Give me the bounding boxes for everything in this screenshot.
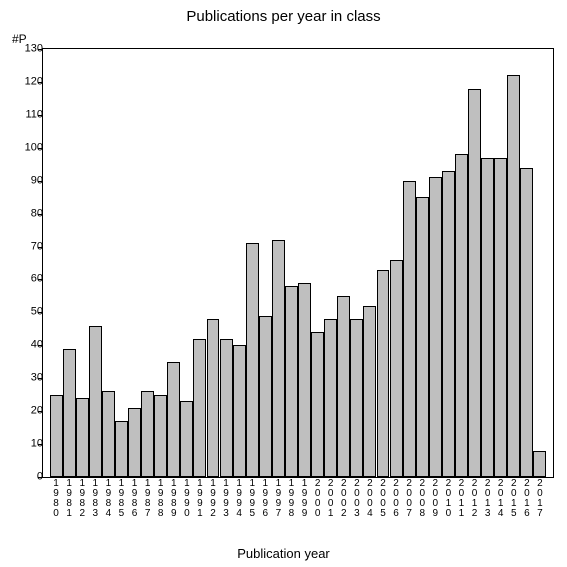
chart-container: Publications per year in class #P 010203… xyxy=(0,0,567,567)
y-tick-mark xyxy=(38,411,43,412)
x-tick-label: 2014 xyxy=(497,479,505,519)
bar xyxy=(337,296,350,477)
y-tick-mark xyxy=(38,214,43,215)
x-tick-label: 2002 xyxy=(340,479,348,519)
x-tick-label: 2004 xyxy=(366,479,374,519)
bar xyxy=(298,283,311,477)
x-tick-label: 1984 xyxy=(104,479,112,519)
bar xyxy=(416,197,429,477)
bar xyxy=(350,319,363,477)
bar xyxy=(442,171,455,477)
x-tick-label: 1990 xyxy=(183,479,191,519)
bar xyxy=(468,89,481,477)
x-tick-label: 1993 xyxy=(222,479,230,519)
x-axis-label: Publication year xyxy=(0,546,567,561)
bar xyxy=(429,177,442,477)
x-tick-label: 2015 xyxy=(510,479,518,519)
x-tick-label: 1999 xyxy=(301,479,309,519)
x-tick-label: 2008 xyxy=(418,479,426,519)
bar xyxy=(50,395,63,477)
bar xyxy=(233,345,246,477)
bar xyxy=(128,408,141,477)
bar xyxy=(533,451,546,477)
y-tick-mark xyxy=(38,312,43,313)
x-tick-label: 1982 xyxy=(78,479,86,519)
x-tick-label: 1997 xyxy=(274,479,282,519)
bar xyxy=(494,158,507,477)
x-tick-label: 1980 xyxy=(52,479,60,519)
y-tick-mark xyxy=(38,148,43,149)
x-tick-label: 1986 xyxy=(131,479,139,519)
bar xyxy=(377,270,390,477)
bar xyxy=(520,168,533,477)
bar xyxy=(220,339,233,477)
x-tick-label: 1998 xyxy=(287,479,295,519)
bar xyxy=(455,154,468,477)
x-tick-label: 2003 xyxy=(353,479,361,519)
bar xyxy=(246,243,259,477)
x-tick-label: 2001 xyxy=(327,479,335,519)
bar xyxy=(167,362,180,477)
bars-group xyxy=(43,49,553,477)
y-tick-mark xyxy=(38,115,43,116)
y-tick-mark xyxy=(38,378,43,379)
bar xyxy=(272,240,285,477)
x-tick-label: 2006 xyxy=(392,479,400,519)
x-tick-label: 1985 xyxy=(117,479,125,519)
bar xyxy=(481,158,494,477)
bar xyxy=(115,421,128,477)
x-tick-label: 2013 xyxy=(484,479,492,519)
x-tick-label: 2000 xyxy=(314,479,322,519)
y-tick-mark xyxy=(38,82,43,83)
y-tick-mark xyxy=(38,477,43,478)
x-tick-label: 2012 xyxy=(471,479,479,519)
x-tick-label: 2005 xyxy=(379,479,387,519)
bar xyxy=(76,398,89,477)
bar xyxy=(154,395,167,477)
y-tick-mark xyxy=(38,49,43,50)
bar xyxy=(403,181,416,477)
x-tick-label: 2010 xyxy=(444,479,452,519)
bar xyxy=(363,306,376,477)
bar xyxy=(390,260,403,477)
y-tick-mark xyxy=(38,444,43,445)
x-tick-label: 1992 xyxy=(209,479,217,519)
bar xyxy=(324,319,337,477)
bar xyxy=(141,391,154,477)
x-tick-label: 1995 xyxy=(248,479,256,519)
x-tick-label: 2007 xyxy=(405,479,413,519)
x-tick-label: 2017 xyxy=(536,479,544,519)
x-tick-label: 1981 xyxy=(65,479,73,519)
x-tick-label: 1988 xyxy=(157,479,165,519)
bar xyxy=(89,326,102,477)
y-tick-mark xyxy=(38,181,43,182)
bar xyxy=(259,316,272,477)
x-tick-label: 2016 xyxy=(523,479,531,519)
x-tick-label: 1994 xyxy=(235,479,243,519)
chart-title: Publications per year in class xyxy=(0,8,567,25)
x-tick-label: 1996 xyxy=(261,479,269,519)
x-tick-label: 1989 xyxy=(170,479,178,519)
x-tick-label: 2011 xyxy=(457,479,465,519)
bar xyxy=(63,349,76,477)
y-tick-mark xyxy=(38,345,43,346)
plot-area: 0102030405060708090100110120130 19801981… xyxy=(42,48,554,478)
y-tick-mark xyxy=(38,279,43,280)
bar xyxy=(311,332,324,477)
bar xyxy=(193,339,206,477)
bar xyxy=(285,286,298,477)
x-tick-label: 1991 xyxy=(196,479,204,519)
x-tick-label: 1983 xyxy=(91,479,99,519)
bar xyxy=(180,401,193,477)
bar xyxy=(507,75,520,477)
y-tick-mark xyxy=(38,247,43,248)
x-tick-label: 1987 xyxy=(144,479,152,519)
bar xyxy=(207,319,220,477)
x-tick-label: 2009 xyxy=(431,479,439,519)
bar xyxy=(102,391,115,477)
